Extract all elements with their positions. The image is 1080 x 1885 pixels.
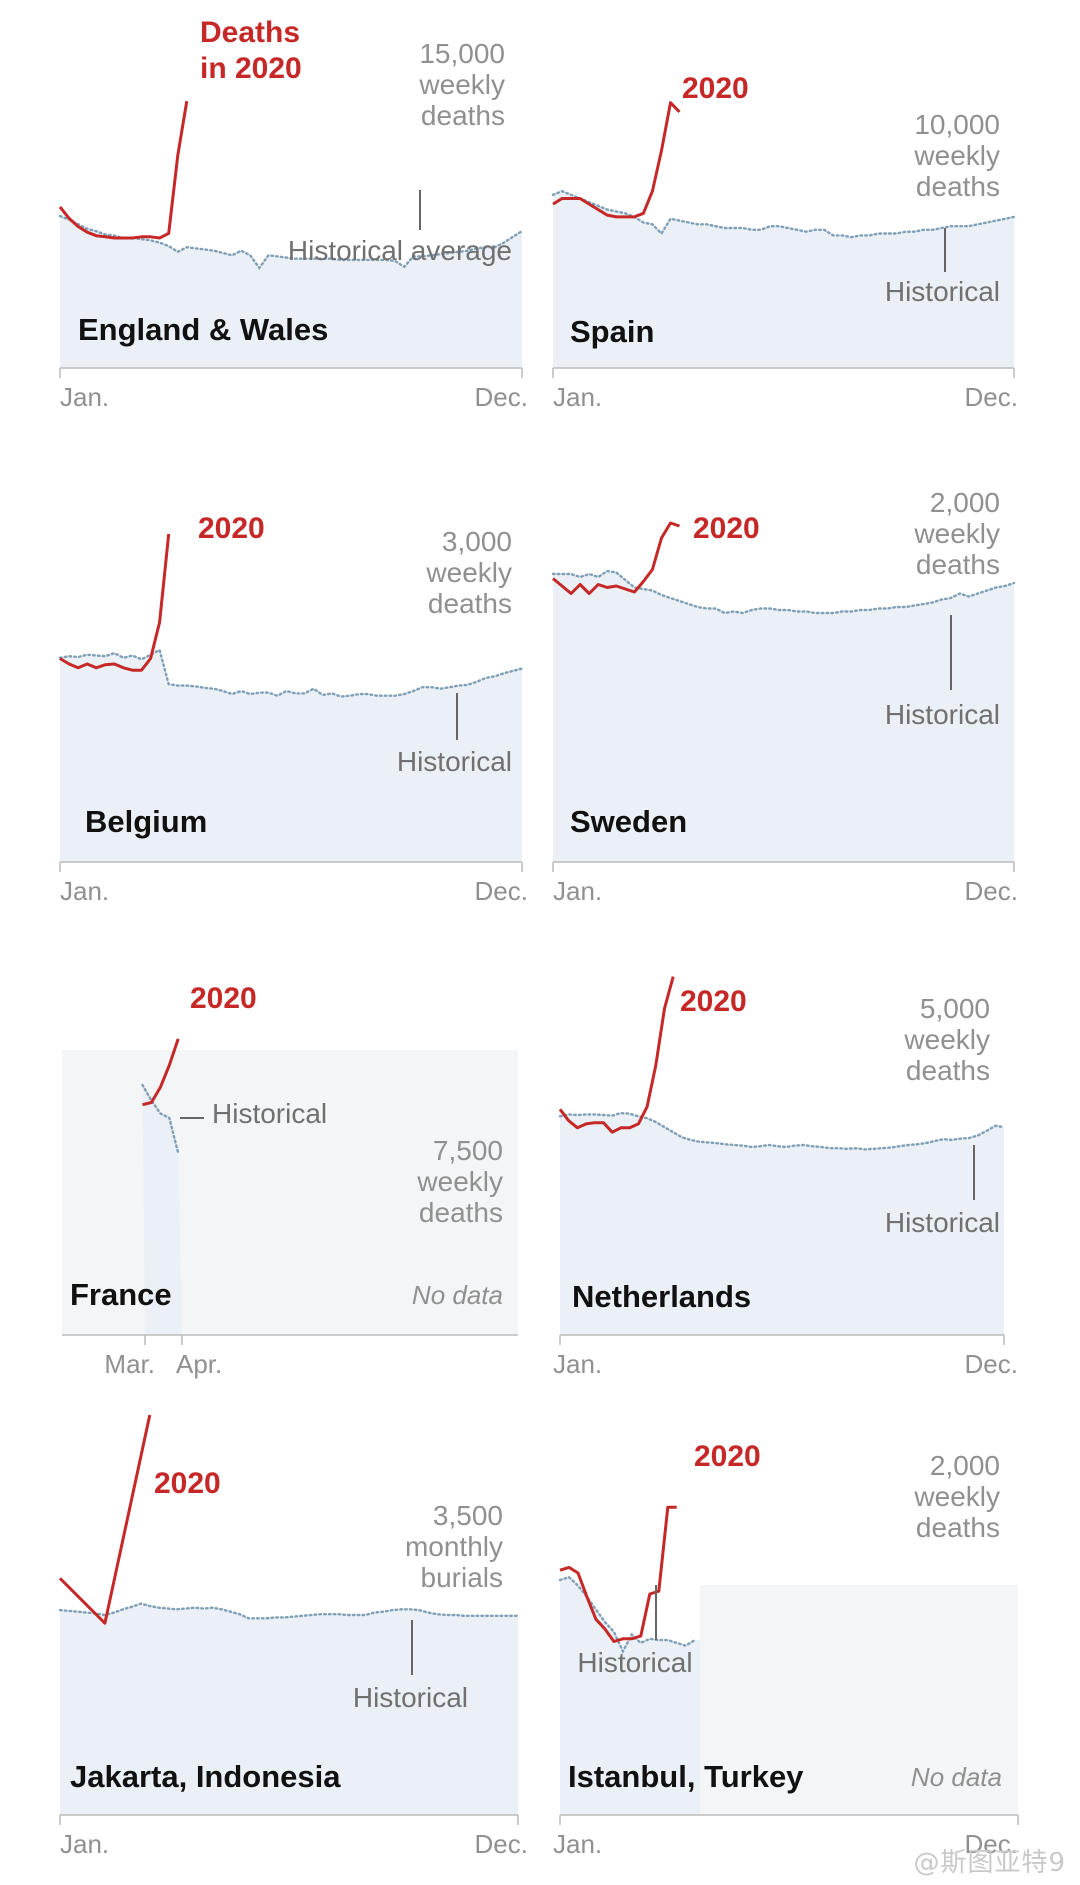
historical-label: Historical	[212, 1098, 327, 1129]
historical-line	[558, 1575, 696, 1654]
panel-france: Mar. Apr. 7,500 weekly deaths 2020 Historical N…	[62, 982, 518, 1379]
historical-area	[553, 571, 1014, 862]
y-scale-label: 7,500 weekly deaths	[416, 1135, 503, 1228]
deaths-2020-line	[58, 100, 189, 240]
deaths-2020-line	[142, 1038, 180, 1107]
historical-label: Historical	[397, 746, 512, 777]
country-label: Jakarta, Indonesia	[70, 1759, 341, 1794]
historical-line	[141, 1083, 180, 1155]
y-scale-label: 5,000 weekly deaths	[903, 993, 990, 1086]
x-tick-label: Dec.	[965, 1829, 1018, 1859]
x-tick-label: Dec.	[475, 1829, 528, 1859]
no-data-region	[62, 1050, 518, 1335]
deaths-2020-line	[559, 1505, 677, 1643]
deaths-2020-line	[58, 1414, 152, 1625]
country-label: Sweden	[570, 804, 687, 839]
x-tick-label: Dec.	[965, 876, 1018, 906]
x-tick-label: Dec.	[965, 1349, 1018, 1379]
historical-area	[60, 216, 522, 368]
deaths-2020-label: 2020	[682, 72, 749, 105]
y-scale-label: 3,000 weekly deaths	[425, 526, 512, 619]
deaths-2020-line	[552, 521, 680, 595]
historical-area	[560, 1577, 700, 1815]
deaths-2020-label: Deaths in 2020	[200, 16, 302, 85]
historical-label: Historical	[885, 276, 1000, 307]
x-tick-label: Apr.	[176, 1349, 222, 1379]
x-tick-label: Dec.	[475, 876, 528, 906]
x-tick-label: Jan.	[553, 382, 602, 412]
x-tick-label: Dec.	[965, 382, 1018, 412]
deaths-2020-label: 2020	[190, 982, 257, 1015]
historical-label: Historical	[885, 699, 1000, 730]
x-tick-label: Jan.	[60, 876, 109, 906]
country-label: Spain	[570, 314, 654, 349]
no-data-region	[700, 1585, 1018, 1815]
panel-netherlands: Jan. Dec. 5,000 weekly deaths 2020 Historical N…	[553, 976, 1018, 1379]
deaths-2020-line	[552, 101, 681, 219]
historical-label: Historical	[885, 1207, 1000, 1238]
historical-line	[58, 648, 524, 698]
panel-spain: Jan. Dec. 10,000 weekly deaths 2020 Historical…	[551, 72, 1018, 412]
y-scale-label: 2,000 weekly deaths	[913, 1450, 1000, 1543]
x-tick-label: Jan.	[60, 1829, 109, 1859]
x-tick-label: Mar.	[104, 1349, 155, 1379]
historical-area	[553, 191, 1014, 368]
panel-sweden: Jan. Dec. 2,000 weekly deaths 2020 Historical S…	[551, 487, 1018, 906]
historical-line	[558, 1111, 1006, 1151]
historical-label: Historical average	[288, 235, 512, 266]
y-scale-label: 10,000 weekly deaths	[913, 109, 1000, 202]
deaths-2020-label: 2020	[154, 1467, 221, 1500]
y-scale-label: 2,000 weekly deaths	[913, 487, 1000, 580]
no-data-label: No data	[412, 1280, 503, 1310]
x-tick-label: Jan.	[60, 382, 109, 412]
panel-belgium: Jan. Dec. 3,000 weekly deaths 2020 Historical B…	[58, 512, 528, 906]
historical-label: Historical	[353, 1682, 468, 1713]
panel-england-wales: Jan. Dec. 15,000 weekly deaths Deaths in 2020 H…	[58, 16, 528, 412]
historical-area	[60, 650, 522, 862]
deaths-2020-label: 2020	[693, 512, 760, 545]
panel-jakarta-indonesia: Jan. Dec. 3,500 monthly burials 2020 Historica…	[58, 1414, 528, 1859]
x-tick-label: Jan.	[553, 876, 602, 906]
no-data-label: No data	[911, 1762, 1002, 1792]
x-tick-label: Jan.	[553, 1349, 602, 1379]
historical-label: Historical	[577, 1647, 692, 1678]
country-label: Netherlands	[572, 1279, 751, 1314]
deaths-2020-label: 2020	[680, 985, 747, 1018]
historical-area	[60, 1603, 518, 1815]
y-scale-label: 15,000 weekly deaths	[418, 38, 505, 131]
y-scale-label: 3,500 monthly burials	[405, 1500, 503, 1593]
country-label: Belgium	[85, 804, 207, 839]
deaths-2020-label: 2020	[694, 1440, 761, 1473]
watermark: @斯图亚特9	[913, 1848, 1066, 1878]
x-tick-label: Jan.	[553, 1829, 602, 1859]
historical-line	[551, 189, 1016, 239]
panel-istanbul-turkey: Jan. Dec. 2,000 weekly deaths 2020 Historical N…	[553, 1440, 1019, 1859]
deaths-2020-line	[558, 976, 675, 1134]
deaths-2020-label: 2020	[198, 512, 265, 545]
x-tick-label: Dec.	[475, 382, 528, 412]
deaths-2020-line	[59, 533, 171, 672]
historical-line	[551, 569, 1016, 615]
historical-area	[560, 1113, 1004, 1335]
country-label: England & Wales	[78, 312, 328, 347]
historical-line	[58, 1602, 520, 1620]
historical-area	[142, 1085, 182, 1335]
country-label: France	[70, 1277, 172, 1312]
country-label: Istanbul, Turkey	[568, 1759, 804, 1794]
